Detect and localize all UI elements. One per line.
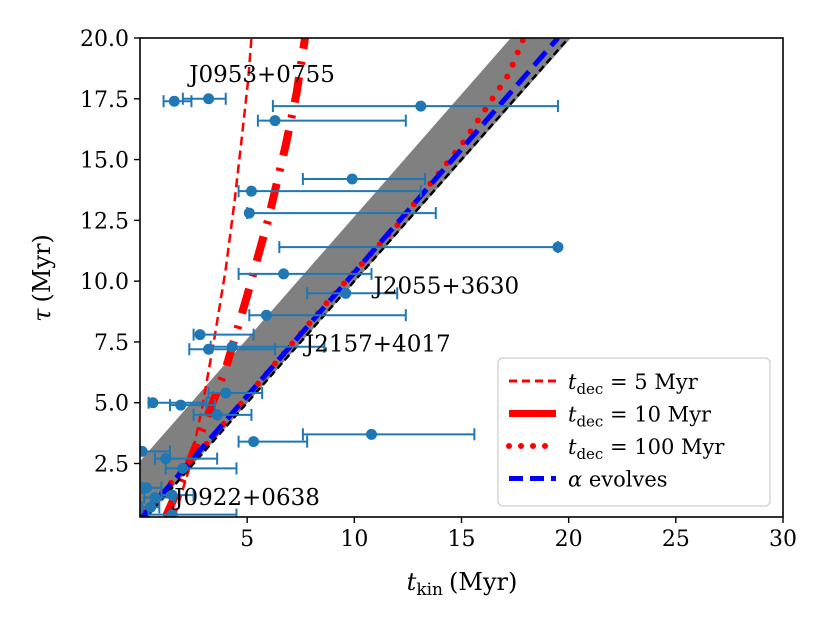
legend-label-2: tdec = 10 Myr [568, 403, 712, 431]
marker [140, 482, 152, 494]
marker [226, 341, 238, 353]
data-point-3 [271, 100, 559, 113]
marker [145, 501, 157, 513]
x-tick-label: 15 [448, 527, 476, 552]
marker [147, 397, 159, 409]
data-point-5 [301, 173, 427, 186]
annotation-2: J2055+3630 [372, 273, 520, 299]
marker [175, 399, 187, 411]
data-point-9 [237, 267, 373, 280]
line-alpha [140, 38, 560, 517]
data-point-20 [301, 428, 476, 441]
marker [278, 268, 290, 280]
y-tick-label: 15.0 [80, 149, 129, 174]
line-dashdot-10 [162, 38, 309, 517]
data-point-19 [237, 435, 309, 448]
marker [220, 387, 232, 399]
marker [177, 462, 189, 474]
marker [346, 173, 358, 185]
y-tick-label: 20.0 [80, 27, 129, 52]
marker [415, 100, 427, 112]
legend: tdec = 5 Myr tdec = 10 Myr tdec = 100 Myr α… [497, 357, 771, 507]
marker [365, 428, 377, 440]
marker [269, 115, 281, 127]
data-point-22 [154, 452, 219, 465]
y-tick-label: 17.5 [80, 88, 129, 113]
marker [149, 492, 161, 504]
marker [203, 343, 215, 355]
x-axis-title: tkin (Myr) [407, 568, 518, 600]
marker [168, 95, 180, 107]
marker [160, 453, 172, 465]
data-point-10 [306, 287, 399, 300]
data-point-16 [169, 399, 217, 412]
legend-box [497, 357, 771, 507]
annotation-1: J0953+0755 [187, 62, 335, 88]
legend-label-1: tdec = 5 Myr [568, 370, 699, 398]
y-axis-title: τ(Myr) [28, 234, 56, 322]
data-point-6 [237, 185, 422, 198]
marker [211, 409, 223, 421]
x-tick-label: 5 [240, 527, 254, 552]
marker [140, 445, 148, 457]
data-point-4 [256, 114, 407, 127]
x-tick-label: 20 [555, 527, 583, 552]
data-point-8 [278, 241, 564, 254]
data-point-2 [162, 95, 193, 108]
marker [243, 207, 255, 219]
marker [245, 185, 257, 197]
data-point-14 [188, 343, 277, 356]
y-tick-label: 10.0 [80, 270, 129, 295]
legend-label-3: tdec = 100 Myr [568, 435, 725, 463]
x-tick-label: 30 [769, 527, 797, 552]
data-point-23 [164, 462, 238, 475]
legend-label-4: α evolves [568, 468, 668, 492]
data-point-26 [143, 491, 176, 504]
y-tick-label: 7.5 [94, 331, 129, 356]
data-point-28 [147, 508, 238, 517]
data-point-12 [192, 328, 255, 341]
data-point-7 [243, 207, 437, 220]
annotation-3: J2157+4017 [303, 332, 451, 358]
marker [248, 436, 260, 448]
marker [166, 509, 178, 517]
data-point-1 [181, 92, 227, 105]
data-point-11 [248, 309, 407, 322]
y-tick-label: 12.5 [80, 209, 129, 234]
data-point-25 [140, 481, 163, 494]
line-one-to-one [145, 38, 570, 517]
y-tick-label: 5.0 [94, 392, 129, 417]
annotation-4: J0922+0638 [172, 485, 320, 511]
marker [194, 329, 206, 341]
x-tick-label: 10 [340, 527, 368, 552]
marker [340, 287, 352, 299]
x-tick-label: 25 [662, 527, 690, 552]
data-point-17 [207, 386, 264, 399]
marker [552, 241, 564, 253]
data-point-18 [192, 408, 253, 421]
y-tick-label: 2.5 [94, 453, 129, 478]
marker [203, 93, 215, 105]
marker [260, 309, 272, 321]
